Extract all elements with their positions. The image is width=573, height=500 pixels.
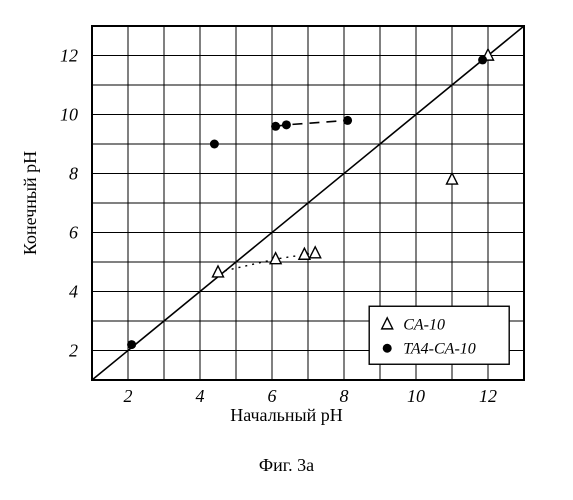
svg-text:2: 2 — [124, 386, 133, 406]
svg-text:4: 4 — [69, 282, 78, 302]
svg-text:TA4-CA-10: TA4-CA-10 — [403, 340, 476, 357]
x-axis-label: Начальный pH — [0, 405, 573, 426]
svg-text:8: 8 — [69, 164, 78, 184]
svg-text:4: 4 — [196, 386, 205, 406]
svg-text:12: 12 — [479, 386, 497, 406]
legend: CA-10 TA4-CA-10 — [369, 306, 509, 364]
svg-text:6: 6 — [69, 223, 78, 243]
svg-text:6: 6 — [268, 386, 277, 406]
chart-container: 2 4 6 8 10 12 2 4 6 8 10 12 Конечный pH CA-10 TA4-CA-1… — [0, 0, 573, 500]
figure-caption: Фиг. 3а — [0, 455, 573, 476]
svg-text:12: 12 — [60, 46, 78, 66]
scatter-chart: 2 4 6 8 10 12 2 4 6 8 10 12 Конечный pH CA-10 TA4-CA-1… — [0, 0, 573, 445]
svg-text:8: 8 — [340, 386, 349, 406]
svg-text:CA-10: CA-10 — [403, 316, 445, 333]
svg-text:2: 2 — [69, 341, 78, 361]
svg-text:10: 10 — [60, 105, 78, 125]
svg-text:Конечный pH: Конечный pH — [20, 151, 40, 255]
svg-text:10: 10 — [407, 386, 425, 406]
